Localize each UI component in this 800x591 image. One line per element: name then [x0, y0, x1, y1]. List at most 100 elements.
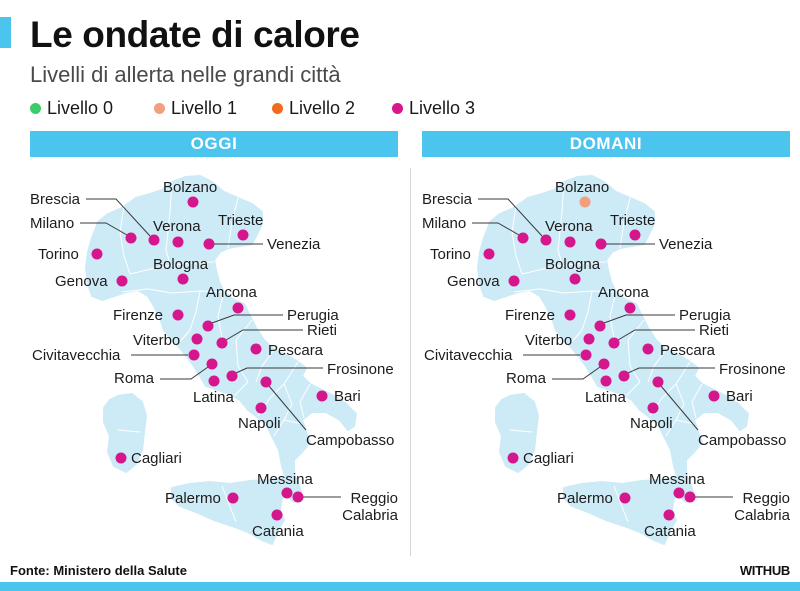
city-dot-perugia — [202, 320, 214, 332]
city-label-napoli: Napoli — [238, 415, 281, 432]
city-dot-catania — [663, 509, 675, 521]
city-dot-trieste — [629, 229, 641, 241]
accent-bar-top — [0, 17, 11, 48]
leader-line-brescia — [478, 198, 543, 237]
leader-line-rieti — [617, 329, 695, 341]
city-dot-civitavecchia — [580, 349, 592, 361]
city-label-bologna: Bologna — [545, 256, 601, 273]
panel-header-oggi: OGGI — [30, 131, 398, 157]
city-dot-milano — [517, 232, 529, 244]
city-dot-messina — [673, 487, 685, 499]
city-dot-frosinone — [226, 370, 238, 382]
legend-label-level-1: Livello 1 — [171, 98, 238, 118]
leader-line-frosinone — [627, 367, 715, 374]
city-dot-bologna — [177, 273, 189, 285]
city-label-line: Reggio — [742, 490, 790, 507]
legend-label-level-2: Livello 2 — [289, 98, 356, 118]
city-dot-brescia — [148, 234, 160, 246]
city-label-catania: Catania — [644, 523, 696, 540]
city-dot-viterbo — [583, 333, 595, 345]
city-label-milano: Milano — [422, 215, 466, 232]
city-dot-ancona — [624, 302, 636, 314]
city-label-civitavecchia: Civitavecchia — [32, 347, 121, 364]
city-label-trieste: Trieste — [218, 212, 263, 229]
leader-lines — [80, 198, 341, 498]
city-label-bolzano: Bolzano — [555, 179, 609, 196]
map-panel-domani: Bolzano Brescia Milano Verona TriesteVenezia… — [422, 175, 791, 545]
city-dot-civitavecchia — [188, 349, 200, 361]
city-label-trieste: Trieste — [610, 212, 655, 229]
city-label-frosinone: Frosinone — [719, 361, 786, 378]
legend-dot-level-1 — [154, 102, 165, 114]
city-dot-latina — [208, 375, 220, 387]
region-borders — [509, 181, 703, 523]
city-label-brescia: Brescia — [422, 191, 473, 208]
city-dot-frosinone — [618, 370, 630, 382]
city-dot-pescara — [250, 343, 262, 355]
city-label-latina: Latina — [585, 389, 627, 406]
city-label-torino: Torino — [38, 246, 79, 263]
city-dot-perugia — [594, 320, 606, 332]
footer-source: Fonte: Ministero della Salute — [10, 563, 187, 578]
city-label-civitavecchia: Civitavecchia — [424, 347, 513, 364]
city-label-firenze: Firenze — [113, 307, 163, 324]
city-label-perugia: Perugia — [679, 307, 731, 324]
legend-dot-level-0 — [30, 102, 41, 114]
city-dot-palermo — [227, 492, 239, 504]
city-dot-reggio-calabria — [684, 491, 696, 503]
city-label-reggio-calabria: Reggio Calabria — [342, 490, 399, 524]
city-dot-catania — [271, 509, 283, 521]
city-dot-campobasso — [260, 376, 272, 388]
city-dot-firenze — [564, 309, 576, 321]
leader-line-brescia — [86, 198, 151, 237]
city-dot-rieti — [216, 337, 228, 349]
legend-dot-level-2 — [272, 102, 283, 114]
city-label-napoli: Napoli — [630, 415, 673, 432]
leader-line-roma — [552, 366, 601, 380]
city-dot-verona — [564, 236, 576, 248]
city-dot-latina — [600, 375, 612, 387]
legend-item-level-0: Livello 0 — [30, 97, 113, 119]
city-label-ancona: Ancona — [598, 284, 650, 301]
city-label-pescara: Pescara — [660, 342, 716, 359]
city-label-viterbo: Viterbo — [133, 332, 180, 349]
legend-item-level-2: Livello 2 — [272, 97, 355, 119]
legend-item-level-3: Livello 3 — [392, 97, 475, 119]
map-panel-oggi: Bolzano Brescia Milano Verona TriesteVenezia… — [30, 175, 399, 545]
city-dot-roma — [206, 358, 218, 370]
map-sardinia — [495, 393, 539, 473]
leader-line-frosinone — [235, 367, 323, 374]
city-label-bologna: Bologna — [153, 256, 209, 273]
leader-line-rieti — [225, 329, 303, 341]
leader-line-milano — [80, 222, 128, 236]
leader-line-campobasso — [268, 385, 307, 431]
city-label-campobasso: Campobasso — [698, 432, 786, 449]
city-label-frosinone: Frosinone — [327, 361, 394, 378]
city-dot-trieste — [237, 229, 249, 241]
city-label-ancona: Ancona — [206, 284, 258, 301]
city-dots — [483, 196, 720, 521]
city-label-line: Calabria — [342, 507, 399, 524]
city-label-bari: Bari — [334, 388, 361, 405]
city-dot-cagliari — [507, 452, 519, 464]
city-dot-venezia — [203, 238, 215, 250]
city-label-firenze: Firenze — [505, 307, 555, 324]
city-dot-ancona — [232, 302, 244, 314]
leader-line-campobasso — [660, 385, 699, 431]
legend-label-level-3: Livello 3 — [409, 98, 476, 118]
city-label-genova: Genova — [55, 273, 108, 290]
page-title: Le ondate di calore — [30, 14, 360, 55]
city-dot-bolzano — [187, 196, 199, 208]
city-label-milano: Milano — [30, 215, 74, 232]
italy-map — [85, 175, 357, 545]
city-label-roma: Roma — [114, 370, 155, 387]
accent-bar-bottom — [0, 582, 800, 591]
city-label-messina: Messina — [649, 471, 706, 488]
city-dots — [91, 196, 328, 521]
city-dot-bologna — [569, 273, 581, 285]
italy-map — [477, 175, 749, 545]
city-label-palermo: Palermo — [165, 490, 221, 507]
city-dot-campobasso — [652, 376, 664, 388]
city-label-catania: Catania — [252, 523, 304, 540]
city-label-rieti: Rieti — [307, 322, 337, 339]
